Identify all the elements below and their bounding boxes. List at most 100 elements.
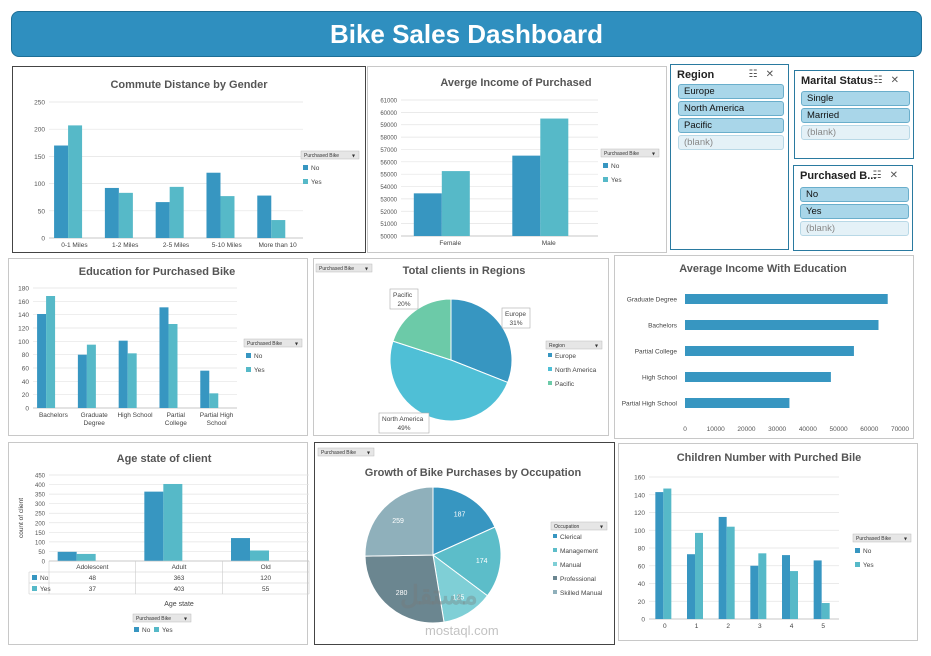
y-tick-label: High School (642, 375, 678, 382)
regions-chart-panel: Europe 31% North America 49% Pacific 20% Total… (313, 258, 609, 436)
chart-title: Average Income With Education (679, 263, 847, 275)
dropdown-arrow-icon: ▾ (652, 152, 655, 158)
regions-filter-button (315, 263, 373, 273)
x-tick-label: Partial (167, 412, 186, 419)
y-tick-label: 100 (634, 528, 645, 535)
x-tick-label: Old (261, 564, 272, 571)
commute-chart: Commute Distance by Gender 0 50 100 150 200 25… (34, 79, 360, 249)
regions-data-pct: 49% (397, 425, 410, 432)
age-legend-swatch (154, 627, 159, 632)
y-tick-label: 52000 (380, 210, 397, 216)
y-tick-label: 250 (34, 100, 45, 107)
commute-bar-no (54, 145, 69, 238)
region-slicer-item-pacific[interactable]: Pacific (678, 118, 784, 133)
income-legend-label: No (611, 163, 620, 170)
x-tick-label: Adolescent (76, 564, 108, 571)
occupation-slice-skilled-manual (364, 486, 434, 557)
occupation-slice-management (432, 526, 502, 597)
x-tick-label: More than 10 (258, 242, 297, 249)
y-tick-label: 54000 (380, 185, 397, 191)
x-tick-label: 0-1 Miles (61, 242, 88, 249)
education-legend-label: No (254, 353, 263, 360)
y-tick-label: 55000 (380, 173, 397, 179)
marital-slicer-item-married[interactable]: Married (801, 108, 910, 123)
x-tick-label: 3 (758, 623, 762, 630)
y-tick-label: Partial High School (622, 401, 678, 408)
purchased-slicer-title: Purchased B... (800, 170, 877, 182)
education-legend-label: Yes (254, 367, 265, 374)
children-legend-title: Purchased Bike (856, 536, 891, 542)
commute-legend-label: No (311, 165, 320, 172)
x-tick-label: 0 (663, 623, 667, 630)
education-legend-title: Purchased Bike (247, 341, 282, 347)
y-tick-label: 20 (22, 392, 30, 399)
y-tick-label: Partial College (635, 349, 678, 356)
region-slicer-item-north-america[interactable]: North America (678, 101, 784, 116)
children-chart: Children Number with Purched Bile0204060… (634, 452, 912, 630)
data-table-value: 48 (89, 575, 97, 582)
marital-slicer-item-single[interactable]: Single (801, 91, 910, 106)
y-tick-label: 450 (35, 474, 46, 480)
chart-title: Total clients in Regions (403, 265, 526, 277)
age-legend-title: Purchased Bike (136, 616, 171, 622)
y-tick-label: 60 (638, 563, 646, 570)
children-legend-swatch (855, 562, 860, 567)
chart-title: Commute Distance by Gender (110, 79, 268, 91)
x-tick-label: College (165, 420, 187, 427)
children-bar-yes (790, 571, 798, 619)
region-slicer-item-europe[interactable]: Europe (678, 84, 784, 99)
commute-chart-panel: Commute Distance by Gender 0 50 100 150 200 25… (12, 66, 366, 253)
children-legend-label: Yes (863, 562, 874, 569)
slicer-clear-filter-icon[interactable]: ☷✕ (873, 75, 907, 86)
y-tick-label: 160 (634, 475, 645, 482)
y-tick-label: 40 (22, 379, 30, 386)
income-legend-swatch (603, 177, 608, 182)
education-bar-no (118, 340, 128, 408)
dropdown-arrow-icon: ▾ (295, 342, 298, 348)
y-tick-label: 150 (34, 154, 45, 161)
x-tick-label: 1 (695, 623, 699, 630)
commute-bar-no (206, 172, 221, 238)
data-table-value: 120 (260, 575, 271, 582)
income-bar-no (413, 193, 442, 236)
commute-legend-swatch (303, 179, 308, 184)
marital-slicer-title: Marital Status (801, 75, 874, 87)
children-bar-no (655, 492, 664, 619)
commute-bar-yes (169, 186, 184, 238)
age-chart-panel: Age state of client 0 50 100 150 200 250 300 350… (8, 442, 310, 645)
occupation-data-label: 280 (396, 590, 408, 597)
occupation-data-label: 187 (454, 511, 466, 518)
y-tick-label: 250 (35, 512, 46, 518)
purchased-slicer-item-yes[interactable]: Yes (800, 204, 909, 219)
education-bar-no (37, 314, 47, 408)
commute-bar-yes (220, 196, 235, 238)
purchased-slicer-item-blank[interactable]: (blank) (800, 221, 909, 236)
income-education-bar (685, 320, 879, 330)
regions-legend-title: Region (549, 343, 565, 349)
occupation-legend-label: Management (560, 548, 598, 555)
dropdown-arrow-icon: ▾ (595, 344, 598, 350)
x-tick-label: 0 (683, 426, 687, 433)
commute-bar-yes (271, 220, 286, 238)
income-education-bar (685, 398, 790, 408)
region-slicer-item-blank[interactable]: (blank) (678, 135, 784, 150)
marital-slicer: Marital Status ☷✕ Single Married (blank) (794, 70, 914, 159)
y-tick-label: 60 (22, 366, 30, 373)
regions-callout-box (378, 412, 430, 434)
age-legend-swatch (134, 627, 139, 632)
income-bar-yes (540, 118, 569, 236)
regions-data-label: Pacific (393, 292, 413, 299)
purchased-slicer-item-no[interactable]: No (800, 187, 909, 202)
education-bar-yes (127, 353, 137, 408)
x-tick-label: Partial High (200, 412, 234, 419)
slicer-multiselect-icon[interactable]: ☷✕ (748, 69, 782, 80)
income-education-bar (685, 372, 831, 382)
slicer-filter-icon[interactable]: ☷✕ (872, 170, 906, 181)
occupation-slice-professional (364, 554, 445, 624)
y-tick-label: 140 (634, 492, 645, 499)
marital-slicer-item-blank[interactable]: (blank) (801, 125, 910, 140)
y-tick-label: 80 (638, 546, 646, 553)
commute-legend-label: Yes (311, 179, 322, 186)
data-table-value: 403 (174, 586, 185, 593)
y-tick-label: 100 (18, 339, 29, 346)
